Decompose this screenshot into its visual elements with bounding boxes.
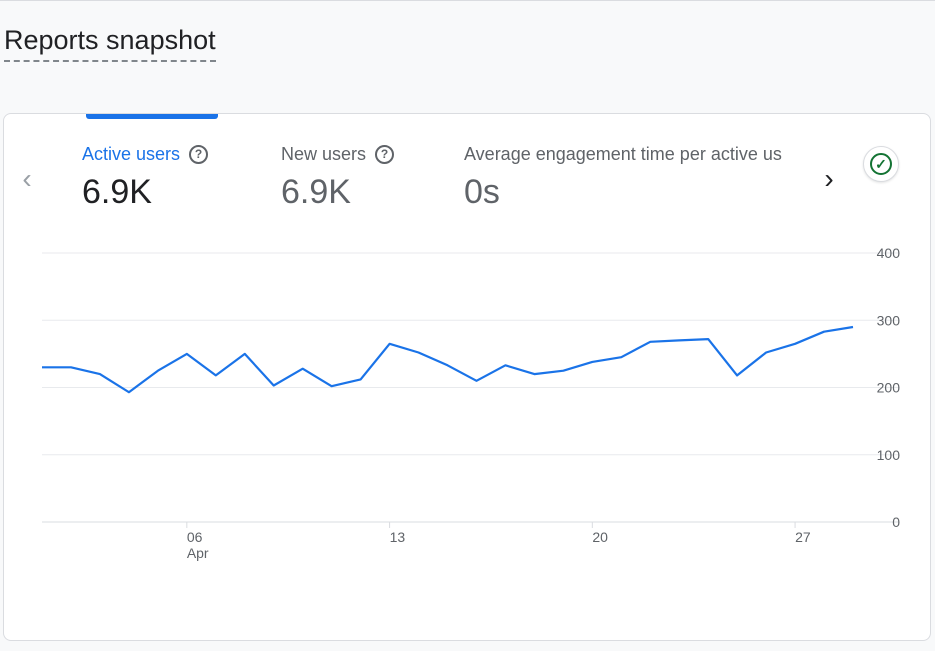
page-title[interactable]: Reports snapshot [4, 24, 216, 62]
x-tick-label: 13 [390, 529, 406, 545]
metric-tab-avg-engagement-time[interactable]: Average engagement time per active us 0s [464, 142, 809, 212]
check-circle-icon: ✓ [870, 153, 892, 175]
metric-tab-new-users[interactable]: New users ? 6.9K [281, 142, 395, 212]
metric-tab-active-users[interactable]: Active users ? 6.9K [82, 142, 209, 212]
metric-label: Active users [82, 143, 181, 164]
y-tick-label: 100 [877, 447, 901, 463]
y-tick-label: 0 [892, 514, 900, 530]
help-circle-icon[interactable]: ? [375, 144, 395, 164]
metric-label: Average engagement time per active us [464, 143, 782, 164]
metric-label: New users [281, 143, 367, 164]
x-tick-label: 20 [592, 529, 608, 545]
top-divider [0, 0, 935, 1]
y-tick-label: 200 [877, 380, 901, 396]
metric-value: 0s [464, 173, 500, 211]
status-check-button[interactable]: ✓ [863, 146, 899, 182]
chevron-left-icon[interactable]: ‹ [22, 163, 32, 194]
metric-value: 6.9K [82, 173, 152, 211]
snapshot-card: ‹ Active users ? 6.9K New users ? 6.9K A… [3, 113, 931, 641]
x-tick-label: 06 [187, 529, 203, 545]
y-tick-label: 300 [877, 312, 901, 328]
metric-value: 6.9K [281, 173, 351, 211]
help-circle-icon[interactable]: ? [189, 144, 209, 164]
y-tick-label: 400 [877, 245, 901, 261]
x-tick-sublabel: Apr [187, 545, 209, 561]
x-tick-label: 27 [795, 529, 811, 545]
active-tab-indicator [86, 114, 218, 119]
chevron-right-icon[interactable]: › [824, 163, 834, 194]
series-line [42, 325, 854, 394]
